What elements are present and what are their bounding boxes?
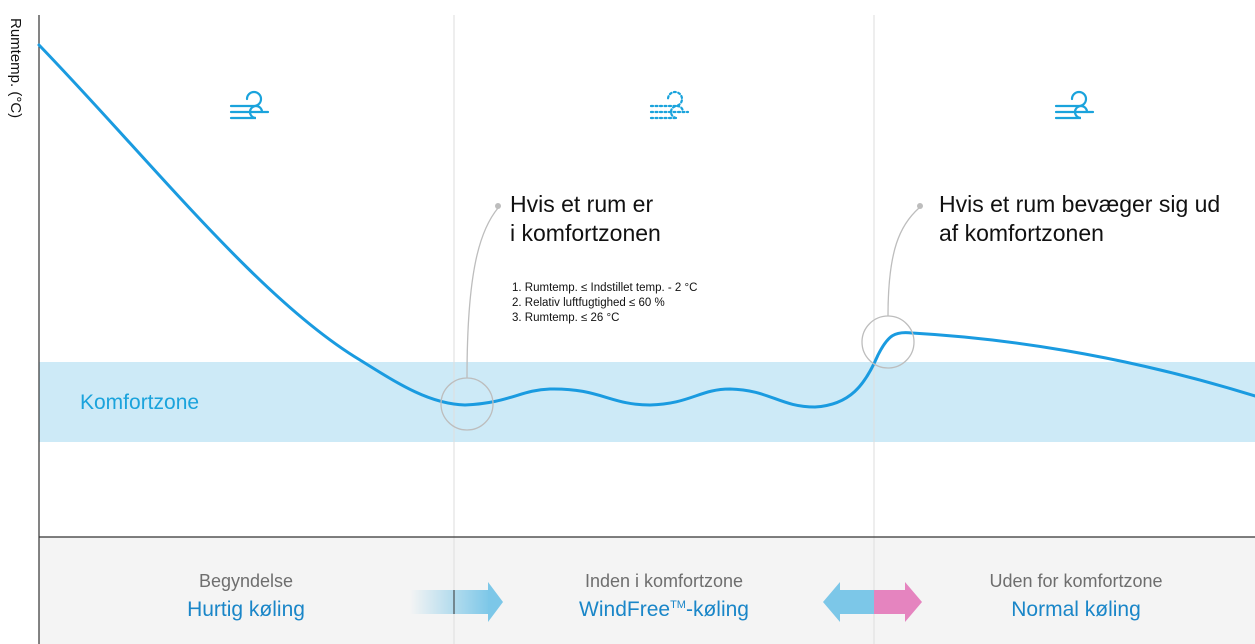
trademark-mark: TM [670,599,686,611]
phase-bar-background [39,537,1255,644]
comfort-zone-label: Komfortzone [80,391,200,414]
y-axis-label: Rumtemp. (°C) [7,18,24,119]
comfort-zone-band [39,362,1255,442]
callout-title-1: Hvis et rum er i komfortzonen [510,191,661,246]
callout-conditions: 1. Rumtemp. ≤ Indstillet temp. - 2 °C 2.… [512,281,697,326]
phase-2-mode-suffix: -køling [685,598,749,621]
phase-2-mode: WindFreeTM-køling [514,598,814,622]
callout-dot-2 [917,203,923,209]
callout-title-2: Hvis et rum bevæger sig ud af komfortzon… [939,191,1221,246]
transition-arrow-both [823,582,922,622]
callout-leader-2 [887,207,920,317]
condition-2: 2. Relativ luftfugtighed ≤ 60 % [512,297,665,309]
callout-dot-1 [495,203,501,209]
phase-2-label: Inden i komfortzone [584,571,744,591]
callout-leader-1 [466,207,499,379]
phase-1-label: Begyndelse [198,571,294,591]
windfree-icon [649,90,690,120]
condition-1: 1. Rumtemp. ≤ Indstillet temp. - 2 °C [512,282,698,294]
transition-arrow-right [410,582,503,622]
phase-2-mode-prefix: WindFree [579,598,671,621]
phase-3-mode: Normal køling [1011,598,1141,621]
phase-3-label: Uden for komfortzone [989,571,1163,591]
callout-circle-2 [861,315,915,369]
wind-icon [1054,90,1095,120]
phase-1-mode: Hurtig køling [187,598,305,621]
condition-3: 3. Rumtemp. ≤ 26 °C [512,312,620,324]
wind-icon [229,90,270,120]
